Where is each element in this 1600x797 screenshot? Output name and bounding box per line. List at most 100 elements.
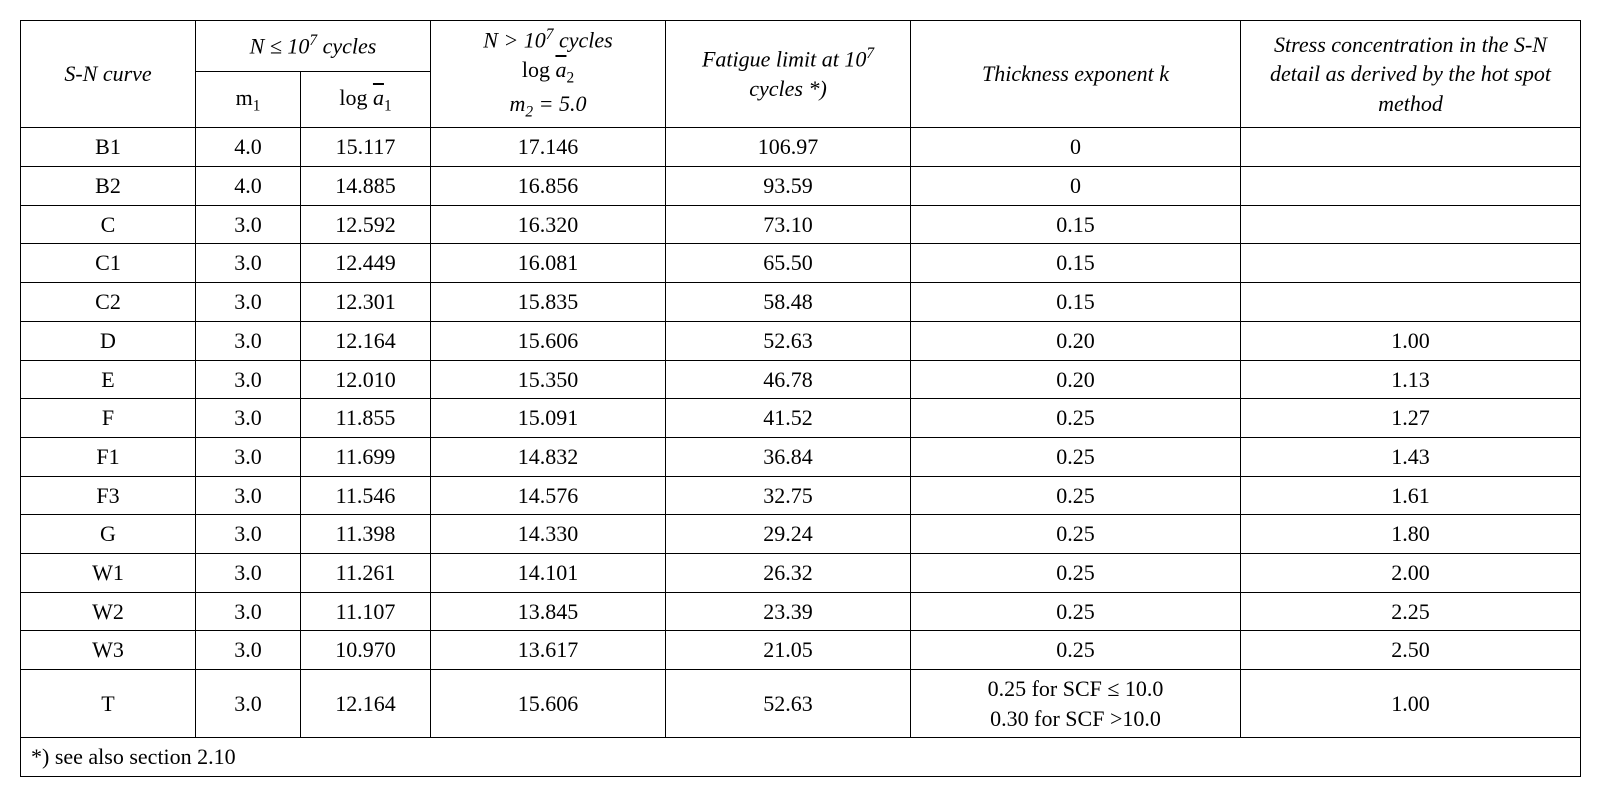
cell-fatigue: 32.75 bbox=[666, 476, 911, 515]
cell-m1: 3.0 bbox=[196, 244, 301, 283]
cell-loga1: 11.855 bbox=[301, 399, 431, 438]
cell-scf: 2.50 bbox=[1241, 631, 1581, 670]
table-row: G3.011.39814.33029.240.251.80 bbox=[21, 515, 1581, 554]
cell-loga2: 17.146 bbox=[431, 128, 666, 167]
table-row: E3.012.01015.35046.780.201.13 bbox=[21, 360, 1581, 399]
col-fatigue: Fatigue limit at 107 cycles *) bbox=[666, 21, 911, 128]
cell-scf bbox=[1241, 205, 1581, 244]
cell-k: 0.20 bbox=[911, 360, 1241, 399]
table-row: B14.015.11717.146106.970 bbox=[21, 128, 1581, 167]
table-row: W33.010.97013.61721.050.252.50 bbox=[21, 631, 1581, 670]
cell-loga2: 16.856 bbox=[431, 167, 666, 206]
cell-k: 0.25 bbox=[911, 553, 1241, 592]
cell-loga2: 14.576 bbox=[431, 476, 666, 515]
cell-scf: 2.00 bbox=[1241, 553, 1581, 592]
cell-fatigue: 36.84 bbox=[666, 437, 911, 476]
table-row: C13.012.44916.08165.500.15 bbox=[21, 244, 1581, 283]
cell-k: 0.25 bbox=[911, 399, 1241, 438]
cell-loga2: 15.835 bbox=[431, 283, 666, 322]
cell-scf: 1.00 bbox=[1241, 670, 1581, 738]
cell-loga1: 12.301 bbox=[301, 283, 431, 322]
cell-curve: F3 bbox=[21, 476, 196, 515]
cell-m1: 4.0 bbox=[196, 128, 301, 167]
header-row-1: S-N curve N ≤ 107 cycles N > 107 cycles … bbox=[21, 21, 1581, 72]
cell-fatigue: 46.78 bbox=[666, 360, 911, 399]
cell-m1: 3.0 bbox=[196, 283, 301, 322]
cell-k: 0.15 bbox=[911, 205, 1241, 244]
col-sn-curve: S-N curve bbox=[21, 21, 196, 128]
cell-m1: 3.0 bbox=[196, 321, 301, 360]
table-row: F33.011.54614.57632.750.251.61 bbox=[21, 476, 1581, 515]
cell-scf: 2.25 bbox=[1241, 592, 1581, 631]
table-row: B24.014.88516.85693.590 bbox=[21, 167, 1581, 206]
cell-scf: 1.00 bbox=[1241, 321, 1581, 360]
cell-fatigue: 52.63 bbox=[666, 670, 911, 738]
cell-m1: 4.0 bbox=[196, 167, 301, 206]
cell-loga2: 14.832 bbox=[431, 437, 666, 476]
table-row: C3.012.59216.32073.100.15 bbox=[21, 205, 1581, 244]
cell-loga1: 11.699 bbox=[301, 437, 431, 476]
cell-loga2: 16.081 bbox=[431, 244, 666, 283]
cell-curve: C2 bbox=[21, 283, 196, 322]
cell-loga1: 11.546 bbox=[301, 476, 431, 515]
cell-loga2: 14.101 bbox=[431, 553, 666, 592]
table-row: T3.012.16415.60652.630.25 for SCF ≤ 10.0… bbox=[21, 670, 1581, 738]
cell-m1: 3.0 bbox=[196, 399, 301, 438]
cell-loga2: 15.091 bbox=[431, 399, 666, 438]
cell-loga1: 15.117 bbox=[301, 128, 431, 167]
cell-scf bbox=[1241, 244, 1581, 283]
cell-fatigue: 106.97 bbox=[666, 128, 911, 167]
col-n-gt: N > 107 cycles log a2 m2 = 5.0 bbox=[431, 21, 666, 128]
cell-curve: T bbox=[21, 670, 196, 738]
cell-loga2: 16.320 bbox=[431, 205, 666, 244]
col-thickness: Thickness exponent k bbox=[911, 21, 1241, 128]
cell-k: 0.25 for SCF ≤ 10.00.30 for SCF >10.0 bbox=[911, 670, 1241, 738]
cell-scf: 1.80 bbox=[1241, 515, 1581, 554]
cell-loga2: 15.606 bbox=[431, 321, 666, 360]
cell-fatigue: 58.48 bbox=[666, 283, 911, 322]
cell-curve: B2 bbox=[21, 167, 196, 206]
cell-fatigue: 52.63 bbox=[666, 321, 911, 360]
cell-loga1: 12.010 bbox=[301, 360, 431, 399]
cell-curve: W3 bbox=[21, 631, 196, 670]
cell-k: 0.25 bbox=[911, 515, 1241, 554]
cell-m1: 3.0 bbox=[196, 360, 301, 399]
col-m1: m1 bbox=[196, 71, 301, 127]
cell-m1: 3.0 bbox=[196, 631, 301, 670]
cell-fatigue: 29.24 bbox=[666, 515, 911, 554]
cell-k: 0.20 bbox=[911, 321, 1241, 360]
cell-loga1: 12.592 bbox=[301, 205, 431, 244]
cell-fatigue: 65.50 bbox=[666, 244, 911, 283]
cell-m1: 3.0 bbox=[196, 553, 301, 592]
cell-m1: 3.0 bbox=[196, 670, 301, 738]
cell-loga1: 10.970 bbox=[301, 631, 431, 670]
sn-curve-table: S-N curve N ≤ 107 cycles N > 107 cycles … bbox=[20, 20, 1581, 777]
cell-curve: C1 bbox=[21, 244, 196, 283]
table-row: C23.012.30115.83558.480.15 bbox=[21, 283, 1581, 322]
cell-loga1: 12.164 bbox=[301, 670, 431, 738]
cell-fatigue: 26.32 bbox=[666, 553, 911, 592]
cell-loga2: 15.350 bbox=[431, 360, 666, 399]
cell-loga1: 11.107 bbox=[301, 592, 431, 631]
cell-curve: W2 bbox=[21, 592, 196, 631]
cell-k: 0.25 bbox=[911, 631, 1241, 670]
cell-m1: 3.0 bbox=[196, 205, 301, 244]
cell-curve: D bbox=[21, 321, 196, 360]
cell-curve: W1 bbox=[21, 553, 196, 592]
table-row: F3.011.85515.09141.520.251.27 bbox=[21, 399, 1581, 438]
cell-loga1: 12.164 bbox=[301, 321, 431, 360]
cell-m1: 3.0 bbox=[196, 437, 301, 476]
cell-curve: G bbox=[21, 515, 196, 554]
table-row: W23.011.10713.84523.390.252.25 bbox=[21, 592, 1581, 631]
cell-fatigue: 21.05 bbox=[666, 631, 911, 670]
cell-curve: F1 bbox=[21, 437, 196, 476]
cell-scf: 1.43 bbox=[1241, 437, 1581, 476]
cell-curve: C bbox=[21, 205, 196, 244]
cell-k: 0 bbox=[911, 128, 1241, 167]
cell-k: 0.25 bbox=[911, 437, 1241, 476]
cell-m1: 3.0 bbox=[196, 515, 301, 554]
cell-loga1: 14.885 bbox=[301, 167, 431, 206]
cell-fatigue: 93.59 bbox=[666, 167, 911, 206]
cell-scf bbox=[1241, 128, 1581, 167]
cell-curve: B1 bbox=[21, 128, 196, 167]
